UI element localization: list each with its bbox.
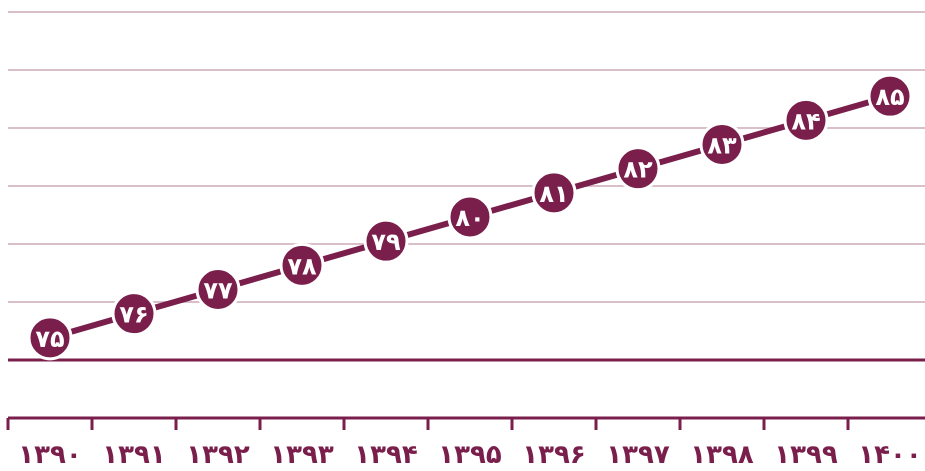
- data-point: [783, 97, 829, 143]
- x-tick-label: ۱۳۹۸: [690, 440, 754, 470]
- data-point: [699, 122, 745, 167]
- x-tick-label: ۱۳۹۲: [186, 440, 250, 470]
- data-point: [111, 291, 157, 337]
- data-label: ۷۵: [35, 325, 64, 353]
- data-label: ۸۱: [539, 180, 568, 208]
- data-point: [867, 73, 913, 119]
- data-point: [279, 242, 325, 288]
- x-tick-label: ۱۳۹۷: [606, 440, 670, 470]
- x-axis: [6, 416, 925, 430]
- x-tick-labels: ۱۳۹۰ ۱۳۹۱ ۱۳۹۲ ۱۳۹۳ ۱۳۹۴ ۱۳۹۵ ۱۳۹۶ ۱۳۹۷ ۱۳۹۸ ۱۳۹۹…: [18, 440, 921, 470]
- data-point: [531, 170, 577, 216]
- x-tick-label: ۱۳۹۹: [774, 440, 838, 470]
- data-point: [615, 146, 661, 192]
- data-points: ۷۵ ۷۶ ۷۷ ۷۸ ۷۹ ۸۰ ۸۱ ۸۲ ۸۳ ۸۴ ۸۵: [27, 73, 913, 361]
- data-label: ۷۸: [287, 252, 317, 280]
- data-label: ۷۶: [119, 301, 148, 329]
- x-tick-label: ۱۳۹۱: [102, 440, 165, 470]
- data-point: [27, 315, 73, 361]
- x-tick-label: ۱۳۹۳: [270, 440, 334, 470]
- data-label: ۸۲: [623, 156, 653, 184]
- data-point: [363, 218, 409, 264]
- gridlines: [8, 11, 925, 362]
- data-label: ۸۰: [455, 204, 484, 232]
- x-tick-label: ۱۳۹۵: [438, 440, 502, 470]
- data-label: ۸۳: [707, 132, 737, 160]
- x-tick-label: ۱۴۰۰: [858, 440, 921, 470]
- data-label: ۷۷: [203, 277, 233, 305]
- data-label: ۷۹: [371, 228, 401, 256]
- data-label: ۸۴: [791, 107, 820, 135]
- x-tick-label: ۱۳۹۶: [522, 440, 585, 470]
- x-tick-label: ۱۳۹۰: [18, 440, 81, 470]
- data-point: [195, 267, 241, 312]
- data-label: ۸۵: [875, 83, 904, 111]
- x-tick-label: ۱۳۹۴: [354, 440, 417, 470]
- data-point: [447, 194, 493, 240]
